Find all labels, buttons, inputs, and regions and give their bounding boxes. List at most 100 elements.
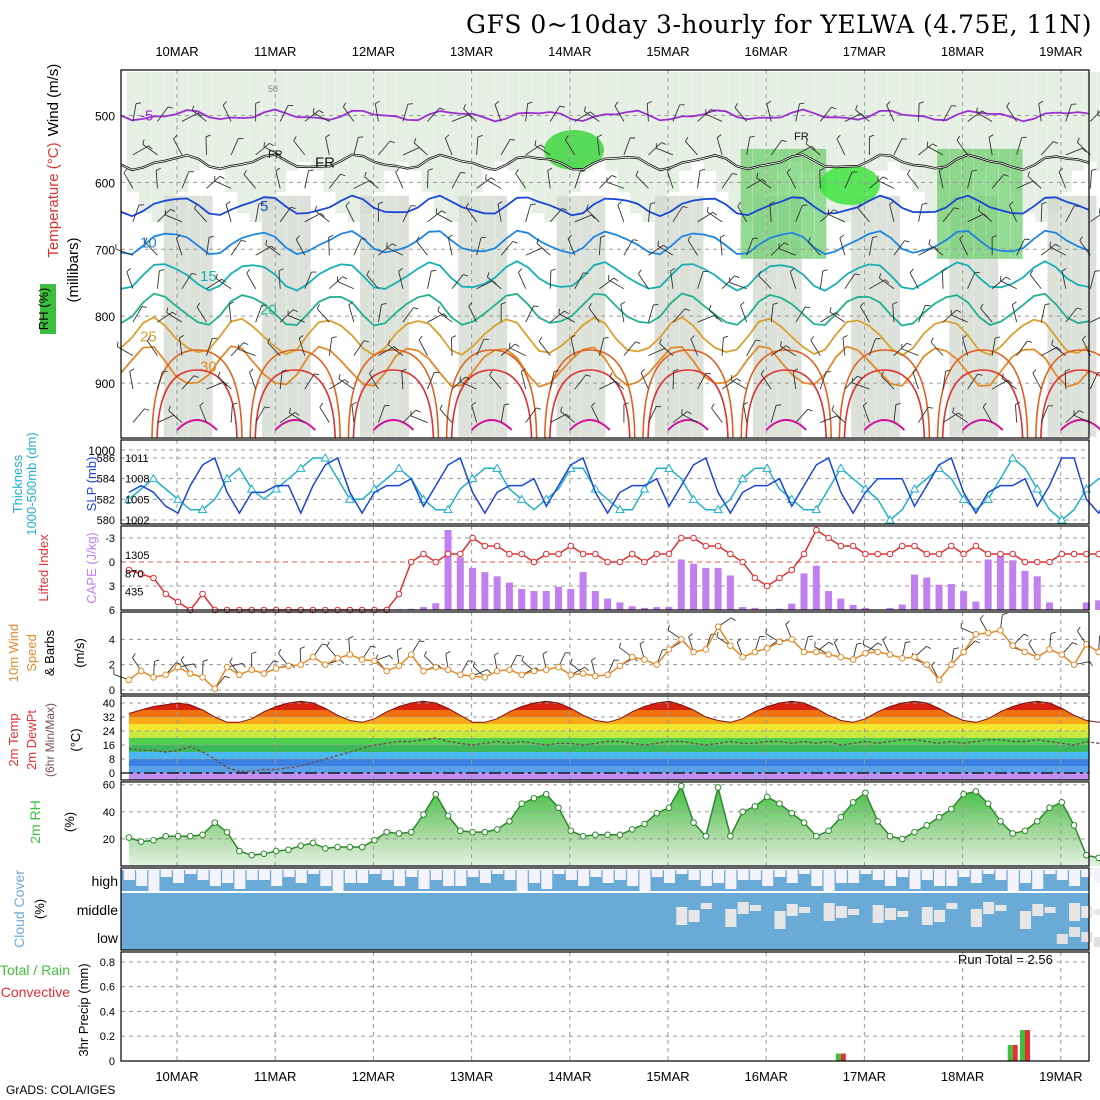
wind-barb — [476, 136, 479, 155]
cape-tick-label: 1305 — [125, 550, 149, 562]
cape-bar — [493, 576, 501, 610]
wind-barb — [155, 170, 158, 189]
wind-barb — [249, 372, 257, 390]
wind-barb — [314, 210, 330, 223]
wind-barb — [1016, 180, 1034, 189]
wind-barb-flag — [584, 666, 590, 671]
wind-barb-flag — [743, 401, 749, 406]
wind-barb — [1029, 274, 1042, 290]
rh-cell — [482, 195, 495, 437]
wind-barb — [402, 104, 409, 122]
wind-speed-line-marker — [371, 657, 378, 665]
rh2m-unit-label: (%) — [62, 812, 77, 832]
rh-cell — [667, 72, 679, 192]
rh-line-marker — [960, 790, 967, 798]
rh-cell — [863, 195, 876, 437]
wind-barb — [606, 181, 625, 189]
wind-barb — [123, 172, 134, 189]
wind-barb-flag — [364, 171, 367, 177]
rh-cell — [261, 72, 274, 214]
cape-bar — [898, 604, 906, 610]
rh-cell — [212, 72, 225, 171]
wind-barb — [892, 304, 895, 323]
rh-cell — [421, 72, 434, 192]
rh-line-marker — [518, 800, 526, 807]
cloud-high-gap — [320, 868, 332, 886]
wind-barb-flag — [439, 107, 445, 111]
wind-barb — [574, 171, 581, 189]
wind-barb — [230, 138, 239, 156]
date-label-top: 18MAR — [941, 44, 984, 59]
rh-cell — [617, 72, 630, 192]
wind-barb — [157, 371, 163, 390]
wind-barb — [265, 244, 281, 256]
wind-barb-flag — [1053, 141, 1059, 144]
wind-barb-flag — [650, 202, 656, 205]
wind-barb-flag — [193, 375, 199, 378]
wind-barb — [805, 143, 821, 156]
wind-barb — [737, 206, 748, 223]
wind-barb-flag — [480, 236, 486, 239]
wind-barb — [769, 203, 772, 222]
rh-line-marker — [346, 843, 354, 851]
wind-barb — [893, 404, 897, 423]
wind-speed-line-marker — [923, 661, 931, 668]
cloud-high-gap — [835, 868, 847, 883]
wind-barb — [525, 103, 529, 122]
wind-barb — [770, 242, 785, 256]
rh-cell — [679, 72, 692, 171]
wind-barb-flag — [952, 407, 955, 413]
wind-axis-label: Wind (m/s) — [45, 64, 62, 137]
wind-barb — [967, 170, 973, 189]
cape-bar — [665, 607, 673, 610]
rh-cell — [274, 195, 287, 437]
wind-barb-flag — [424, 651, 427, 657]
wind-barb-flag — [705, 372, 712, 375]
wind-barb — [199, 405, 207, 423]
wind-barb — [328, 173, 341, 189]
wind-barb — [599, 175, 613, 189]
wind-barb — [860, 306, 870, 323]
wind-barb — [930, 341, 944, 356]
wind-barb-flag — [135, 102, 142, 105]
temp-tick-label: 24 — [103, 726, 115, 738]
cloud-high-gap — [406, 868, 418, 877]
thickness-line — [128, 456, 1100, 522]
wind-barb — [418, 339, 428, 356]
wind-barb-flag — [1091, 168, 1097, 171]
cape-bar — [481, 572, 489, 610]
rh-line-marker — [849, 799, 857, 806]
wind-barb — [304, 271, 312, 289]
wind-barb — [1077, 142, 1091, 156]
wind-barb-flag — [1001, 373, 1004, 379]
wind-barb — [402, 307, 414, 323]
wind-barb — [667, 171, 674, 189]
wind-barb-flag — [712, 211, 718, 216]
wind-barb-flag — [241, 239, 247, 242]
li-tick-label: 6 — [109, 605, 115, 617]
wind-barb-flag — [931, 661, 936, 667]
rh-cell — [986, 72, 999, 162]
wind-barb-flag — [736, 378, 742, 382]
wind-speed-line-marker — [420, 667, 427, 675]
wind-speed-line-marker — [1021, 648, 1029, 656]
rh-line-marker — [162, 832, 170, 840]
wind-barb-flag — [486, 669, 492, 674]
wind-barb-flag — [785, 345, 791, 349]
wind-barb — [991, 276, 1007, 290]
wind-speed-line-marker — [211, 685, 219, 693]
wind-speed-line-marker — [911, 653, 918, 661]
wind-barb — [819, 170, 821, 189]
wind-barb-flag — [258, 202, 264, 205]
rh-line-marker — [911, 828, 918, 836]
wind-barb — [304, 170, 309, 189]
isotherm-hot-arc — [347, 349, 440, 439]
rh-cell — [679, 195, 692, 437]
cape-bar — [432, 603, 440, 610]
wind-speed-line-marker — [137, 667, 145, 675]
wind-speed-line — [128, 625, 1100, 690]
wind-barb — [132, 306, 143, 323]
wind-barb-flag — [878, 273, 882, 279]
wind-barb-flag — [882, 636, 887, 641]
rh-cell-moist — [961, 148, 974, 259]
